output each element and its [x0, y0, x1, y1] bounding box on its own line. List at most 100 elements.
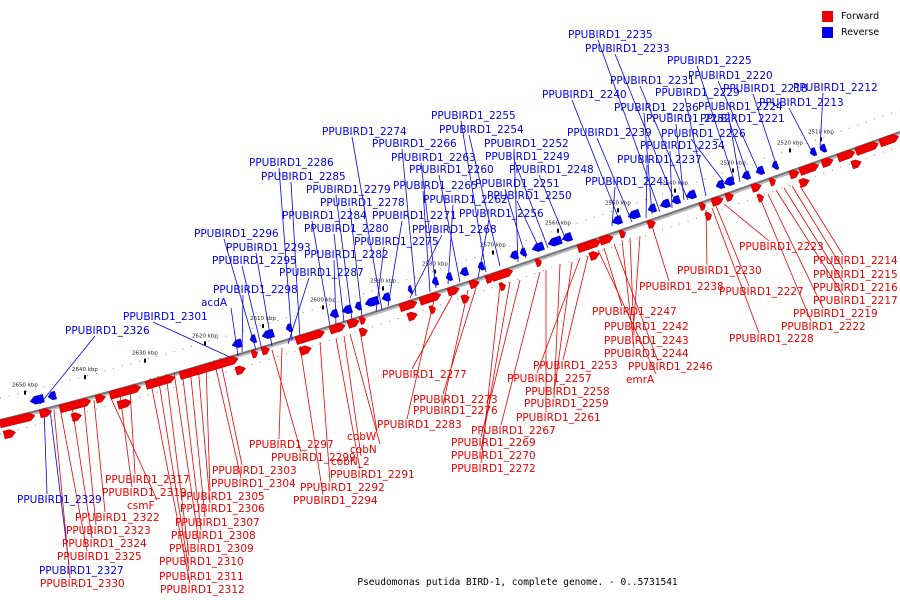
- reverse-gene-label: PPUBIRD1_2260: [409, 164, 494, 176]
- leader-line: [629, 237, 635, 336]
- forward-gene-arrow: [588, 251, 600, 261]
- reverse-gene-label: PPUBIRD1_2231: [610, 75, 695, 87]
- leader-line: [223, 238, 257, 351]
- forward-gene-arrow: [58, 398, 92, 414]
- leader-line: [633, 235, 641, 322]
- leader-line: [59, 407, 88, 552]
- reverse-gene-arrow: [249, 334, 258, 344]
- forward-gene-arrow: [298, 345, 312, 356]
- leader-line: [109, 395, 158, 501]
- forward-gene-arrow: [428, 305, 436, 315]
- leader-line: [775, 189, 844, 296]
- leader-line: [351, 136, 383, 311]
- reverse-gene-arrow: [611, 215, 624, 225]
- leader-line: [696, 65, 735, 181]
- tick-label: 2640 kbp: [72, 367, 98, 373]
- reverse-gene-label: PPUBIRD1_2237: [617, 154, 702, 166]
- leader-line: [711, 207, 760, 334]
- reverse-gene-label: PPUBIRD1_2327: [39, 565, 124, 577]
- leader-line: [562, 255, 589, 361]
- reverse-gene-arrow: [445, 272, 454, 282]
- forward-gene-arrow: [0, 412, 36, 429]
- leader-line: [514, 161, 549, 249]
- reverse-gene-arrow: [755, 165, 766, 175]
- leader-line: [241, 294, 244, 353]
- leader-line: [759, 197, 812, 322]
- tick-mark: [144, 358, 146, 363]
- forward-gene-arrow: [328, 322, 346, 335]
- leader-line: [597, 249, 657, 375]
- leader-line: [349, 333, 381, 445]
- reverse-gene-arrow: [561, 232, 574, 242]
- leader-line: [538, 174, 567, 241]
- forward-gene-label: PPUBIRD1_2215: [813, 269, 898, 281]
- tick-label: 2580 kbp: [422, 262, 448, 268]
- forward-gene-label: PPUBIRD1_2238: [639, 281, 724, 293]
- forward-gene-label: PPUBIRD1_2258: [525, 386, 610, 398]
- reverse-gene-arrow: [647, 203, 658, 213]
- forward-gene-arrow: [576, 238, 602, 253]
- forward-gene-arrow: [2, 429, 16, 440]
- forward-gene-label: PPUBIRD1_2317: [105, 474, 190, 486]
- reverse-gene-arrow: [29, 394, 45, 405]
- tick-label: 2620 kbp: [192, 333, 218, 339]
- forward-gene-label: PPUBIRD1_2291: [330, 469, 415, 481]
- forward-gene-label: PPUBIRD1_2227: [719, 286, 804, 298]
- reverse-gene-label: PPUBIRD1_2256: [459, 208, 544, 220]
- forward-gene-arrow: [490, 268, 514, 282]
- forward-gene-label: PPUBIRD1_2307: [175, 517, 260, 529]
- reverse-gene-label: PPUBIRD1_2221: [700, 113, 785, 125]
- forward-gene-arrow: [850, 159, 862, 170]
- forward-gene-label: PPUBIRD1_2244: [604, 348, 689, 360]
- forward-gene-arrow: [116, 398, 132, 410]
- leader-line: [442, 289, 469, 406]
- forward-gene-label: PPUBIRD1_2253: [533, 360, 618, 372]
- tick-label: 2530 kbp: [720, 160, 746, 166]
- reverse-gene-label: PPUBIRD1_2224: [698, 101, 783, 113]
- reverse-gene-label: PPUBIRD1_2239: [567, 127, 652, 139]
- reverse-gene-label: acdA: [201, 297, 228, 309]
- forward-gene-label: PPUBIRD1_2319: [102, 487, 187, 499]
- forward-gene-arrow: [94, 393, 106, 404]
- forward-gene-label: PPUBIRD1_2310: [159, 556, 244, 568]
- leader-line: [299, 345, 324, 496]
- leader-line: [468, 134, 501, 267]
- tick-label: 2610 kbp: [250, 316, 276, 322]
- forward-gene-label: PPUBIRD1_2257: [507, 373, 592, 385]
- tick-mark: [674, 188, 676, 193]
- reverse-gene-arrow: [723, 176, 736, 186]
- forward-gene-label: PPUBIRD1_2222: [781, 321, 866, 333]
- reverse-gene-label: PPUBIRD1_2254: [439, 124, 524, 136]
- reverse-gene-label: PPUBIRD1_2286: [249, 157, 334, 169]
- leader-line: [335, 194, 353, 321]
- leader-line: [554, 261, 573, 387]
- reverse-gene-label: PPUBIRD1_2248: [509, 164, 594, 176]
- reverse-gene-label: PPUBIRD1_2252: [484, 138, 569, 150]
- forward-gene-label: PPUBIRD1_2261: [516, 412, 601, 424]
- reverse-gene-label: PPUBIRD1_2250: [487, 190, 572, 202]
- forward-gene-arrow: [646, 219, 656, 229]
- leader-line: [420, 162, 437, 289]
- forward-gene-arrow: [38, 408, 52, 419]
- tick-mark: [262, 323, 264, 328]
- reverse-gene-label: PPUBIRD1_2232: [646, 113, 731, 125]
- forward-gene-label: PPUBIRD1_2304: [211, 478, 296, 490]
- forward-gene-arrow: [788, 169, 800, 180]
- leader-line: [504, 188, 527, 259]
- reverse-gene-arrow: [819, 143, 828, 153]
- leader-line: [516, 200, 541, 251]
- forward-gene-label: PPUBIRD1_2312: [160, 584, 245, 596]
- forward-gene-arrow: [710, 196, 724, 207]
- leader-line: [278, 167, 293, 341]
- reverse-gene-label: PPUBIRD1_2279: [306, 184, 391, 196]
- forward-gene-arrow: [446, 286, 460, 297]
- leader-line: [613, 243, 659, 362]
- leader-line: [401, 148, 417, 297]
- forward-gene-label: PPUBIRD1_2272: [451, 463, 536, 475]
- reverse-gene-label: PPUBIRD1_2296: [194, 228, 279, 240]
- reverse-gene-arrow: [407, 285, 414, 294]
- reverse-gene-label: PPUBIRD1_2298: [213, 284, 298, 296]
- leader-line: [83, 403, 97, 526]
- forward-gene-label: PPUBIRD1_2243: [604, 335, 689, 347]
- forward-gene-arrow: [534, 258, 542, 268]
